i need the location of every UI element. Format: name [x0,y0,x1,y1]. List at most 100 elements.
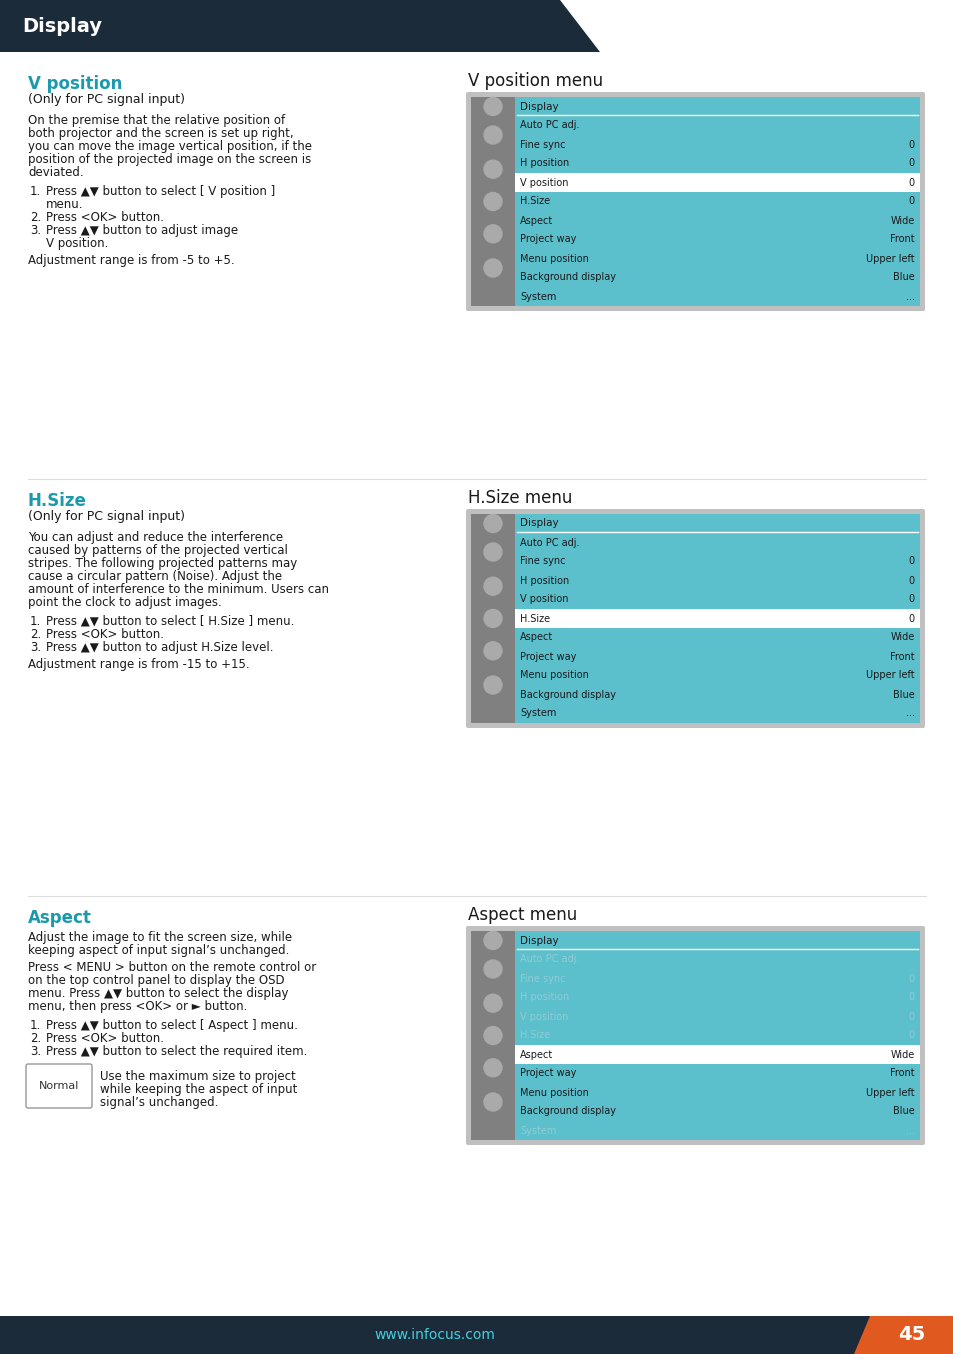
Text: Adjust the image to fit the screen size, while: Adjust the image to fit the screen size,… [28,932,292,944]
Text: 0: 0 [908,575,914,585]
Polygon shape [853,1316,869,1354]
Text: 0: 0 [908,974,914,983]
FancyBboxPatch shape [26,1064,91,1108]
Text: V position: V position [519,1011,568,1021]
Text: V position.: V position. [46,237,109,250]
Text: H position: H position [519,575,569,585]
Circle shape [483,960,501,978]
Text: Aspect: Aspect [519,632,553,643]
Text: Blue: Blue [892,1106,914,1117]
Text: Display: Display [519,519,558,528]
Text: (Only for PC signal input): (Only for PC signal input) [28,510,185,523]
Text: Adjustment range is from -15 to +15.: Adjustment range is from -15 to +15. [28,658,250,672]
Bar [471,515,515,723]
Text: Press ▲▼ button to select [ V position ]: Press ▲▼ button to select [ V position ] [46,185,275,198]
Text: while keeping the aspect of input: while keeping the aspect of input [100,1083,297,1095]
Text: Press ▲▼ button to select the required item.: Press ▲▼ button to select the required i… [46,1045,307,1057]
Text: V position: V position [519,177,568,187]
Text: Press < MENU > button on the remote control or: Press < MENU > button on the remote cont… [28,961,315,974]
Circle shape [483,259,501,278]
Text: H.Size: H.Size [519,196,550,207]
Bar [471,932,919,1140]
Circle shape [483,676,501,695]
Text: Background display: Background display [519,689,616,700]
Text: Wide: Wide [890,1049,914,1059]
Text: Front: Front [889,1068,914,1079]
Text: 1.: 1. [30,1020,41,1032]
Text: 0: 0 [908,1011,914,1021]
Bar [869,1316,953,1354]
Text: Auto PC adj.: Auto PC adj. [519,121,578,130]
Text: 0: 0 [908,158,914,168]
Text: Use the maximum size to project: Use the maximum size to project [100,1070,295,1083]
Text: Project way: Project way [519,651,576,662]
Bar [471,515,919,723]
Circle shape [483,543,501,561]
Text: Auto PC adj.: Auto PC adj. [519,955,578,964]
Circle shape [483,97,501,115]
Bar [515,1045,919,1064]
Text: deviated.: deviated. [28,167,84,179]
Text: Fine sync: Fine sync [519,139,565,149]
Text: Fine sync: Fine sync [519,556,565,566]
Text: 0: 0 [908,594,914,604]
Text: H position: H position [519,992,569,1002]
Text: Press <OK> button.: Press <OK> button. [46,1032,164,1045]
Text: both projector and the screen is set up right,: both projector and the screen is set up … [28,127,294,139]
Text: Fine sync: Fine sync [519,974,565,983]
Text: Front: Front [889,651,914,662]
Text: Background display: Background display [519,1106,616,1117]
Text: V position: V position [28,74,122,93]
FancyBboxPatch shape [465,926,924,1145]
Text: signal’s unchanged.: signal’s unchanged. [100,1095,218,1109]
Text: System: System [519,708,556,719]
Text: www.infocus.com: www.infocus.com [375,1328,495,1342]
Text: On the premise that the relative position of: On the premise that the relative positio… [28,114,285,127]
Text: Aspect: Aspect [28,909,91,927]
Text: 0: 0 [908,556,914,566]
Text: (Only for PC signal input): (Only for PC signal input) [28,93,185,106]
Text: Blue: Blue [892,272,914,283]
Text: 2.: 2. [30,1032,41,1045]
Text: V position: V position [519,594,568,604]
Text: Background display: Background display [519,272,616,283]
Circle shape [483,515,501,532]
Text: 0: 0 [908,139,914,149]
Circle shape [483,609,501,627]
Text: 0: 0 [908,177,914,187]
Text: on the top control panel to display the OSD: on the top control panel to display the … [28,974,284,987]
Bar [515,609,919,628]
Text: Project way: Project way [519,1068,576,1079]
Text: Upper left: Upper left [865,253,914,264]
Text: Press ▲▼ button to adjust image: Press ▲▼ button to adjust image [46,223,238,237]
Text: Adjustment range is from -5 to +5.: Adjustment range is from -5 to +5. [28,255,234,267]
Text: Menu position: Menu position [519,1087,588,1098]
Circle shape [483,577,501,596]
Text: H.Size: H.Size [519,613,550,623]
Text: 2.: 2. [30,211,41,223]
Text: point the clock to adjust images.: point the clock to adjust images. [28,596,221,609]
Text: Menu position: Menu position [519,253,588,264]
Text: 2.: 2. [30,628,41,640]
Text: Normal: Normal [39,1080,79,1091]
Text: H.Size: H.Size [28,492,87,510]
Text: 0: 0 [908,196,914,207]
Text: Wide: Wide [890,632,914,643]
Text: amount of interference to the minimum. Users can: amount of interference to the minimum. U… [28,584,329,596]
Text: 0: 0 [908,613,914,623]
Text: 3.: 3. [30,1045,41,1057]
Text: menu.: menu. [46,198,84,211]
Text: cause a circular pattern (Noise). Adjust the: cause a circular pattern (Noise). Adjust… [28,570,282,584]
Text: Press ▲▼ button to adjust H.Size level.: Press ▲▼ button to adjust H.Size level. [46,640,274,654]
Text: H.Size: H.Size [519,1030,550,1040]
Text: Press ▲▼ button to select [ H.Size ] menu.: Press ▲▼ button to select [ H.Size ] men… [46,615,294,628]
Circle shape [483,192,501,210]
Text: System: System [519,291,556,302]
Polygon shape [0,0,599,51]
Text: Project way: Project way [519,234,576,245]
Text: V position menu: V position menu [468,72,602,89]
Text: Press <OK> button.: Press <OK> button. [46,628,164,640]
Circle shape [483,932,501,949]
Text: Aspect: Aspect [519,1049,553,1059]
Text: System: System [519,1125,556,1136]
